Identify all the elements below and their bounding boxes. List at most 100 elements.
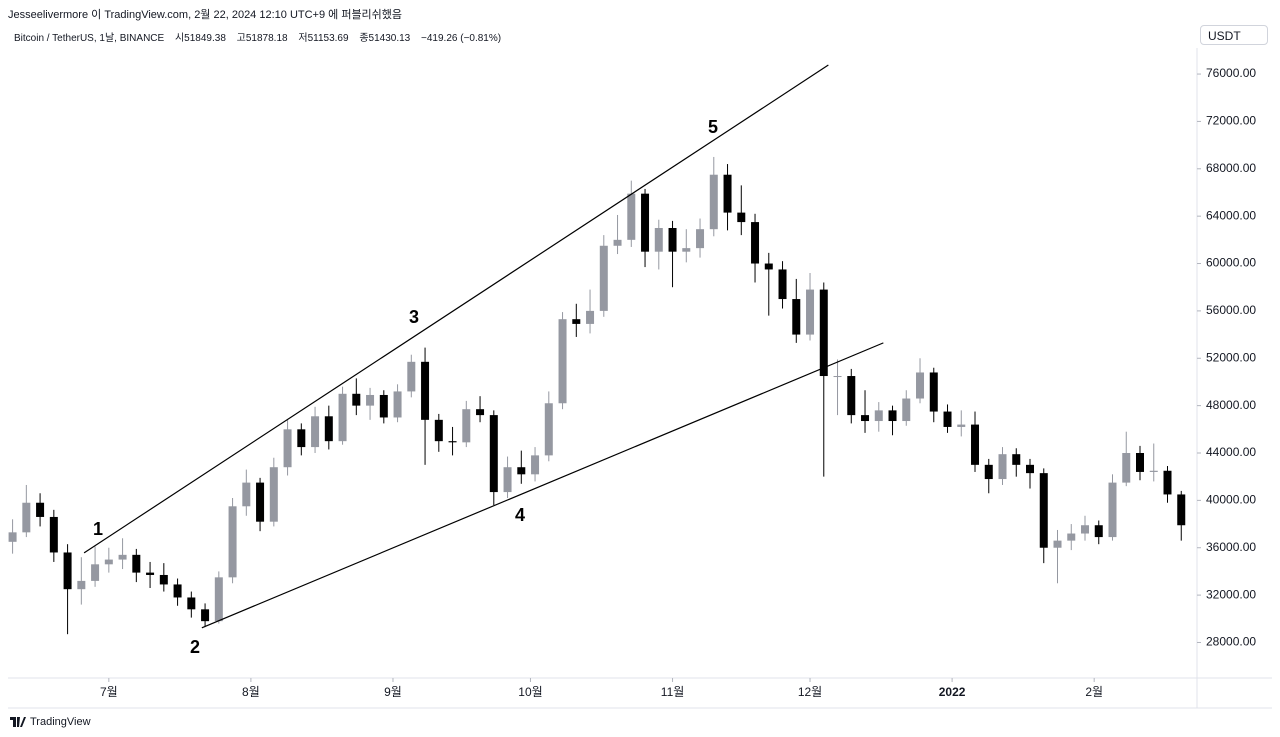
candle-body <box>379 394 388 418</box>
candle-body <box>1149 470 1158 472</box>
wave-label: 3 <box>409 307 419 327</box>
x-tick-label: 2월 <box>1085 685 1103 699</box>
candle-body <box>613 239 622 246</box>
candle-body <box>104 559 113 565</box>
x-tick-label: 2022 <box>939 685 966 699</box>
y-tick-label: 44000.00 <box>1206 445 1256 459</box>
x-tick-label: 12월 <box>798 685 822 699</box>
y-tick-label: 48000.00 <box>1206 398 1256 412</box>
candle-body <box>778 269 787 300</box>
candle-body <box>91 564 100 581</box>
candle-body <box>352 393 361 406</box>
candle-body <box>489 415 498 493</box>
candle-body <box>462 409 471 443</box>
candle-body <box>49 516 58 553</box>
candle-body <box>723 174 732 213</box>
currency-button[interactable]: USDT <box>1200 25 1268 45</box>
candle-body <box>737 212 746 223</box>
candle-body <box>8 532 17 542</box>
y-tick-label: 64000.00 <box>1206 208 1256 222</box>
close: 종51430.13 <box>359 33 411 44</box>
chart: 28000.00 32000.00 36000.00 40000.00 44000.00… <box>8 48 1272 709</box>
candle-body <box>957 424 966 427</box>
candle-body <box>393 391 402 418</box>
candle-body <box>228 506 237 578</box>
x-tick-label: 7월 <box>100 685 118 699</box>
candle-body <box>792 299 801 335</box>
y-tick-label: 36000.00 <box>1206 540 1256 554</box>
candle-body <box>1094 525 1103 538</box>
candle-body <box>256 482 265 522</box>
candle-body <box>146 572 155 575</box>
candle-body <box>751 222 760 264</box>
candle-body <box>668 228 677 252</box>
candle-body <box>77 580 86 590</box>
open: 시51849.38 <box>174 33 226 44</box>
candle-body <box>806 289 815 335</box>
candle-body <box>833 376 842 378</box>
candle-body <box>407 361 416 392</box>
candle-body <box>682 248 691 252</box>
candle-body <box>764 263 773 270</box>
candle-body <box>517 467 526 475</box>
logo <box>10 717 26 727</box>
y-tick-label: 52000.00 <box>1206 350 1256 364</box>
y-tick-label: 60000.00 <box>1206 256 1256 270</box>
y-tick-label: 32000.00 <box>1206 587 1256 601</box>
trend-line <box>83 64 829 554</box>
candle-body <box>173 584 182 598</box>
candle-body <box>641 193 650 252</box>
y-tick-label: 68000.00 <box>1206 161 1256 175</box>
trend-line <box>201 342 884 629</box>
candle-body <box>984 464 993 480</box>
candle-body <box>338 393 347 442</box>
wave-label: 2 <box>190 637 200 657</box>
y-tick-label: 72000.00 <box>1206 114 1256 128</box>
candle-body <box>558 319 567 404</box>
wave-label: 5 <box>708 117 718 137</box>
footer: TradingView <box>10 716 91 728</box>
candle-body <box>159 574 168 585</box>
candle-body <box>1108 482 1117 538</box>
candle-body <box>874 410 883 422</box>
candle-body <box>22 502 31 533</box>
change: −419.26 (−0.81%) <box>421 33 502 44</box>
candle-body <box>283 429 292 468</box>
wave-label: 4 <box>515 505 525 525</box>
candle-body <box>902 398 911 422</box>
candle-body <box>586 310 595 324</box>
low: 저51153.69 <box>298 33 349 44</box>
brand: TradingView <box>30 716 91 728</box>
candle-body <box>214 577 223 622</box>
candle-body <box>63 552 72 590</box>
candle-body <box>1012 454 1021 465</box>
candle-body <box>998 454 1007 480</box>
candle-body <box>572 319 581 324</box>
candle-body <box>503 467 512 493</box>
x-tick-label: 10월 <box>518 685 542 699</box>
candle-body <box>654 228 663 252</box>
candle-body <box>544 403 553 456</box>
symbol: Bitcoin / TetherUS, 1날, BINANCE <box>14 33 165 44</box>
candle-body <box>434 419 443 442</box>
candle-body <box>1177 494 1186 526</box>
candle-body <box>916 372 925 399</box>
candle-body <box>709 174 718 230</box>
candle-body <box>1067 533 1076 541</box>
wave-label: 1 <box>93 519 103 539</box>
candle-body <box>1053 540 1062 548</box>
candle-body <box>929 372 938 412</box>
candle-body <box>448 441 457 443</box>
symbol-bar: Bitcoin / TetherUS, 1날, BINANCE 시51849.3… <box>14 29 509 44</box>
candle-body <box>187 597 196 610</box>
publish-note: Jesseelivermore 이 TradingView.com, 2월 22… <box>8 9 403 21</box>
candle-body <box>943 411 952 427</box>
x-tick-label: 9월 <box>384 685 402 699</box>
candle-body <box>847 376 856 416</box>
candle-body <box>297 429 306 448</box>
high: 고51878.18 <box>236 33 288 44</box>
candle-body <box>1163 470 1172 495</box>
y-tick-label: 40000.00 <box>1206 493 1256 507</box>
candle-body <box>132 554 141 573</box>
candle-body <box>1026 464 1035 474</box>
